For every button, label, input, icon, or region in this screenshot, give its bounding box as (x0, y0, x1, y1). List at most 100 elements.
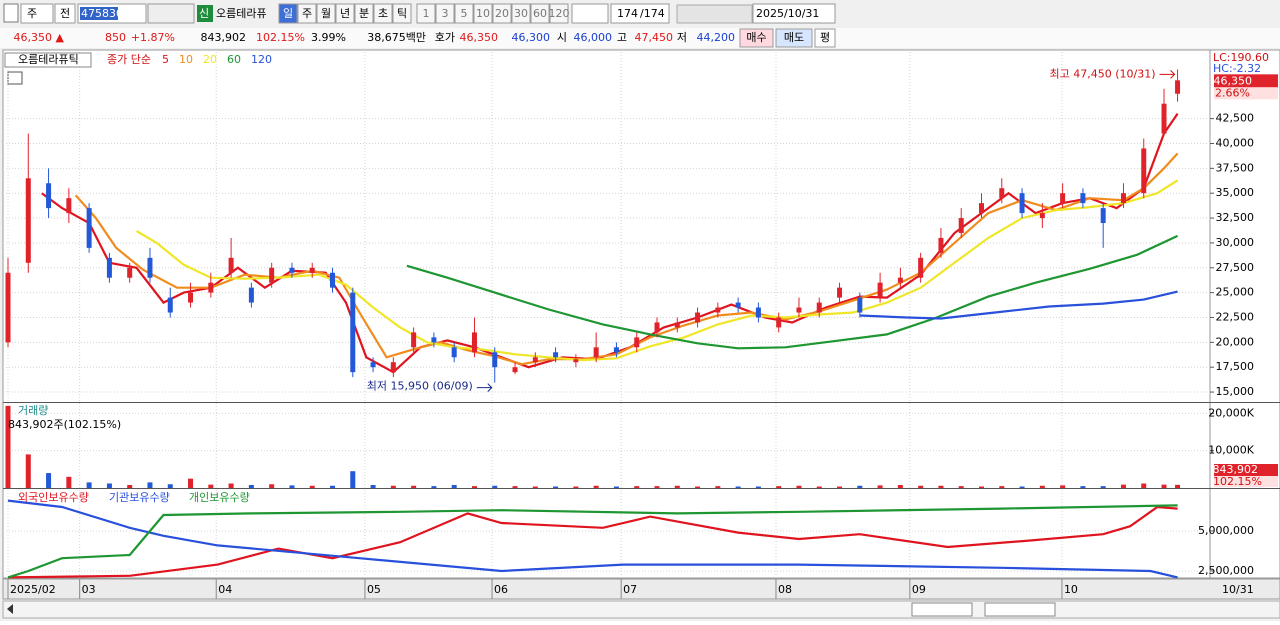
candle-body (86, 208, 92, 248)
unit-button[interactable] (549, 3, 569, 24)
quote-item: 102.15% (256, 31, 305, 44)
stock-title-box (4, 52, 92, 68)
candle-body (390, 362, 396, 373)
volume-bar (1019, 486, 1025, 488)
volume-bar (5, 405, 11, 488)
y-tick-label: 15,000 (1216, 385, 1255, 398)
order-button[interactable] (814, 28, 836, 48)
stock-title: 오름테라퓨틱 (18, 53, 79, 66)
kind-select[interactable] (54, 3, 76, 24)
volume-bar (999, 486, 1005, 488)
last-price: 46,350 (1214, 74, 1253, 87)
candle-body (431, 337, 437, 343)
candle-body (897, 277, 903, 283)
scroll-controls[interactable] (911, 602, 973, 617)
volume-bar (512, 486, 518, 488)
candle-body (471, 332, 477, 353)
date-input[interactable] (752, 3, 836, 24)
candle-body (816, 302, 822, 313)
stock-code: 475830 (81, 7, 123, 20)
candle-body (1141, 148, 1147, 194)
volume-bar (390, 485, 396, 488)
scrollbar[interactable] (2, 600, 1280, 619)
tool-icons[interactable] (676, 4, 753, 24)
volume-bar (1120, 484, 1126, 488)
period-button[interactable] (373, 3, 393, 24)
candle-body (25, 178, 31, 263)
volume-bar (25, 454, 31, 488)
candle-body (46, 183, 52, 209)
candle-body (1039, 213, 1045, 219)
x-tick-label: 03 (82, 583, 96, 596)
annotation: 최저 15,950 (06/09) (367, 380, 473, 393)
unit-button[interactable] (492, 3, 512, 24)
quote-item: 3.99% (311, 31, 346, 44)
unit-button[interactable] (454, 3, 474, 24)
period-button[interactable] (278, 3, 298, 24)
volume-bar (857, 485, 863, 488)
menu-icon[interactable] (3, 3, 19, 23)
candle-body (877, 282, 883, 298)
candle-body (330, 272, 336, 288)
unit-select[interactable] (571, 3, 609, 24)
new-label: 신 (199, 7, 209, 20)
order-button[interactable] (775, 28, 813, 48)
candle-body (1019, 193, 1025, 214)
annotation-arrow (476, 383, 493, 392)
volume-bar (958, 486, 964, 488)
period-button[interactable] (297, 3, 317, 24)
unit-label: 30 (514, 7, 528, 20)
volume-bar (573, 486, 579, 488)
candle-body (269, 267, 275, 283)
candle-body (532, 357, 538, 363)
quote-item: 46,000 (574, 31, 613, 44)
count-total: /174 (640, 7, 665, 20)
search-buttons[interactable] (147, 3, 195, 24)
y-tick-label: 27,500 (1216, 261, 1255, 274)
y-tick-label: 35,000 (1216, 186, 1255, 199)
candle-body (837, 287, 843, 298)
count-input[interactable] (610, 3, 670, 24)
calculator-icon[interactable] (7, 71, 23, 85)
unit-button[interactable] (435, 3, 455, 24)
date-axis (2, 578, 1280, 600)
candle-body (350, 292, 356, 373)
unit-button[interactable] (511, 3, 531, 24)
period-button[interactable] (392, 3, 412, 24)
volume-bar (1141, 483, 1147, 488)
zoom-slider[interactable] (984, 602, 1056, 617)
unit-label: 5 (461, 7, 468, 20)
x-tick-label: 05 (367, 583, 381, 596)
volume-bar (1175, 484, 1181, 488)
period-button[interactable] (316, 3, 336, 24)
period-label: 년 (340, 7, 350, 20)
candle-body (127, 267, 133, 278)
last-change-box (1214, 87, 1278, 100)
volume-bar (532, 486, 538, 488)
kind: 전 (60, 7, 70, 20)
candle-body (208, 282, 214, 293)
period-button[interactable] (354, 3, 374, 24)
candle-body (1161, 103, 1167, 134)
legend-entry: 60 (227, 53, 241, 66)
period-label: 분 (359, 7, 369, 20)
candle-body (1100, 208, 1106, 224)
series-line (7, 504, 1178, 579)
quote-item: 46,300 (512, 31, 551, 44)
order-button[interactable] (739, 28, 774, 48)
x-tick-label: 06 (494, 583, 508, 596)
unit-button[interactable] (530, 3, 550, 24)
market-select[interactable] (20, 3, 54, 24)
candle-body (370, 362, 376, 368)
unit-button[interactable] (473, 3, 493, 24)
quote-item: 저 (677, 31, 687, 44)
scroll-left[interactable] (7, 604, 13, 614)
x-tick-label: 10 (1064, 583, 1078, 596)
candle-body (106, 257, 112, 278)
volume-bar (634, 486, 640, 488)
last-date: 10/31 (1222, 583, 1254, 596)
period-button[interactable] (335, 3, 355, 24)
legend-entry: 개인보유수량 (189, 491, 250, 504)
series-line (859, 290, 1178, 320)
unit-button[interactable] (416, 3, 436, 24)
